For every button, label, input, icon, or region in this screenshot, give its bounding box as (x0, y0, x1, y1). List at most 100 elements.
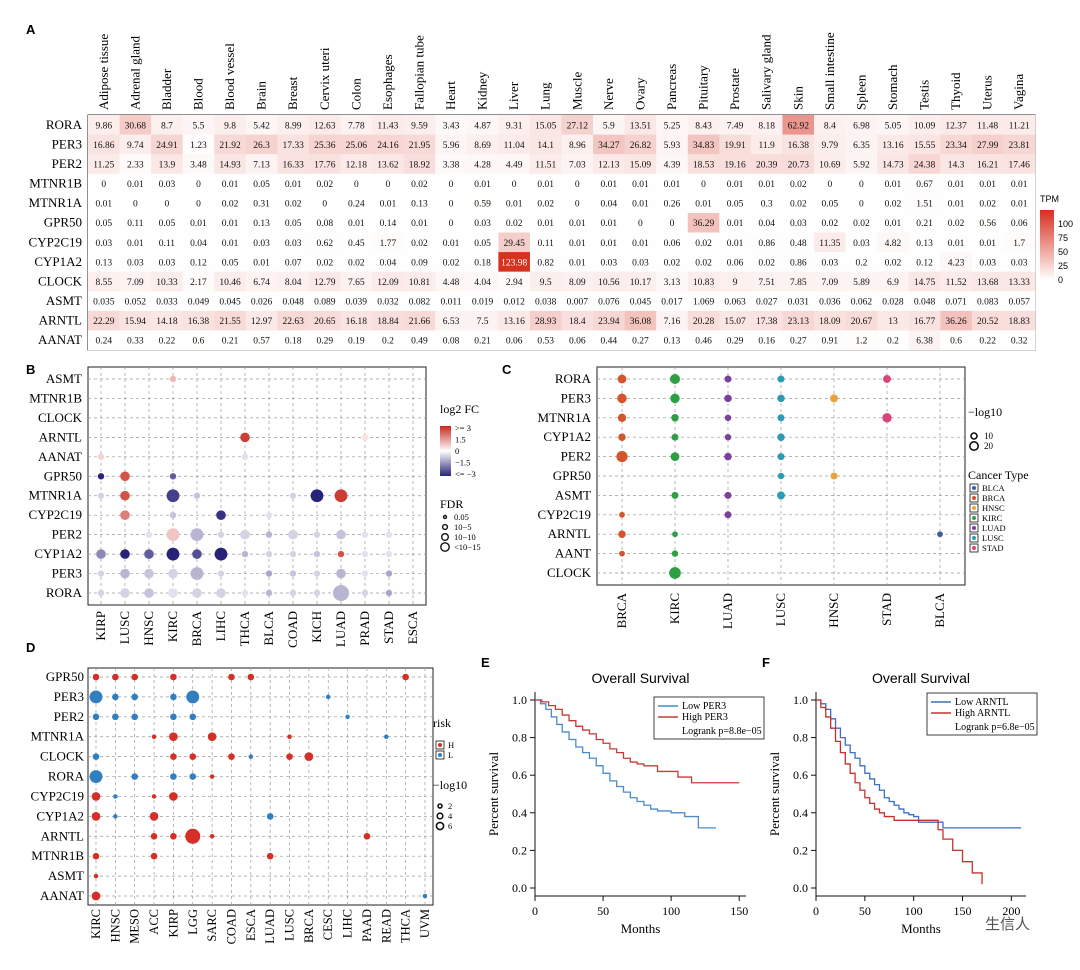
heatmap-cell (88, 310, 120, 331)
heatmap-cell (656, 252, 689, 272)
heatmap-cell (971, 330, 1004, 351)
heatmap-column-label: Stomach (885, 64, 900, 110)
heatmap-cell (277, 212, 310, 233)
fc-legend-label: 1.5 (455, 435, 466, 445)
heatmap-cell (624, 291, 657, 312)
heatmap-cell (719, 232, 752, 253)
heatmap-cell (1003, 291, 1036, 312)
heatmap-cell-label: 9.59 (411, 121, 428, 131)
heatmap-cell (687, 271, 720, 292)
heatmap-cell (719, 115, 752, 135)
heatmap-cell-label: 0.48 (790, 239, 807, 249)
heatmap-cell-label: 8.18 (758, 121, 775, 131)
heatmap-cell (845, 291, 878, 312)
legend-label: High ARNTL (955, 708, 1010, 719)
heatmap-cell-label: 11.04 (504, 141, 525, 151)
heatmap-cell (372, 291, 404, 312)
data-point (190, 528, 204, 542)
y-tick-label: PER3 (52, 566, 82, 581)
heatmap-cell (845, 310, 878, 331)
heatmap-cell-label: 0.04 (190, 239, 207, 249)
heatmap-cell (308, 232, 341, 253)
heatmap-cell-label: 0.01 (222, 219, 239, 229)
heatmap-cell (940, 115, 973, 135)
data-point (169, 792, 178, 801)
heatmap-cell-label: 1.51 (916, 200, 933, 210)
heatmap-cell-label: 0.05 (822, 200, 839, 210)
heatmap-cell (466, 232, 499, 253)
data-point (669, 373, 681, 385)
heatmap-cell-label: 27.99 (977, 141, 999, 151)
heatmap-cell-label: 0.46 (695, 337, 712, 347)
heatmap-cell (687, 115, 720, 135)
heatmap-cell (151, 212, 183, 233)
type-legend-title: Cancer Type (968, 468, 1029, 482)
data-point (113, 794, 118, 799)
heatmap-cell-label: 4.82 (885, 239, 902, 249)
heatmap-cell-label: 10.09 (914, 121, 936, 131)
heatmap-cell-label: 0.01 (979, 180, 996, 190)
data-point (671, 414, 679, 422)
heatmap-cell (782, 134, 815, 155)
heatmap-cell-label: 30.68 (125, 121, 147, 131)
heatmap-column-label: Liver (506, 81, 521, 110)
heatmap-cell (845, 173, 878, 194)
heatmap-cell-label: 7.09 (127, 278, 144, 288)
data-point (724, 375, 732, 383)
heatmap-cell (119, 154, 152, 175)
heatmap-cell-label: 16.21 (977, 160, 999, 170)
heatmap-cell (624, 134, 657, 155)
heatmap-cell-label: 0.02 (758, 258, 775, 268)
heatmap-cell-label: 0.071 (945, 298, 967, 308)
heatmap-cell-label: 0.02 (664, 258, 681, 268)
heatmap-cell (845, 193, 878, 214)
y-axis-label: Percent survival (486, 752, 501, 837)
survival-curve (816, 699, 983, 885)
data-point (240, 432, 250, 443)
heatmap-cell (372, 330, 404, 351)
heatmap-cell (308, 134, 341, 155)
data-point (777, 472, 785, 480)
y-tick-label: RORA (46, 585, 83, 600)
heatmap-cell-label: 3.43 (443, 121, 460, 131)
heatmap-cell (782, 330, 815, 351)
y-tick-label: AANAT (38, 449, 82, 464)
x-tick-label: BRCA (189, 610, 204, 646)
data-point (361, 550, 369, 558)
heatmap-cell-label: 15.09 (630, 160, 652, 170)
heatmap-cell (308, 212, 341, 233)
heatmap-cell-label: 0.01 (222, 239, 239, 249)
heatmap-cell-label: 0.11 (127, 219, 144, 229)
survival-curve (535, 699, 717, 829)
heatmap-cell (466, 271, 499, 292)
heatmap-cell-label: 0.02 (411, 239, 428, 249)
heatmap-cell (1003, 310, 1036, 331)
heatmap-cell-label: 6.53 (443, 317, 460, 327)
heatmap-cell-label: 36.08 (630, 317, 652, 327)
heatmap-cell (435, 310, 468, 331)
heatmap-cell-label: 0.01 (348, 219, 365, 229)
heatmap-cell (561, 291, 594, 312)
heatmap-cell-label: 8.09 (569, 278, 586, 288)
risk-legend-dot (438, 743, 442, 747)
heatmap-cell (245, 173, 278, 194)
heatmap-cell (908, 291, 941, 312)
heatmap-cell-label: 5.9 (603, 121, 615, 131)
heatmap-cell (814, 115, 846, 135)
heatmap-cell-label: 34.83 (693, 141, 715, 151)
heatmap-cell (466, 310, 499, 331)
heatmap-cell-label: 6.38 (916, 337, 933, 347)
heatmap-cell (877, 134, 910, 155)
heatmap-cell (435, 252, 468, 272)
heatmap-cell (940, 291, 973, 312)
heatmap-cell (782, 173, 815, 194)
type-legend-label: BLCA (982, 483, 1006, 493)
heatmap-cell-label: 0.27 (790, 337, 807, 347)
heatmap-cell (656, 232, 689, 253)
y-tick-label: PER2 (561, 449, 591, 464)
x-tick-label: PRAD (357, 611, 372, 646)
heatmap-cell (1003, 173, 1036, 194)
heatmap-cell (750, 330, 783, 351)
heatmap-cell (845, 252, 878, 272)
heatmap-cell (656, 193, 689, 214)
